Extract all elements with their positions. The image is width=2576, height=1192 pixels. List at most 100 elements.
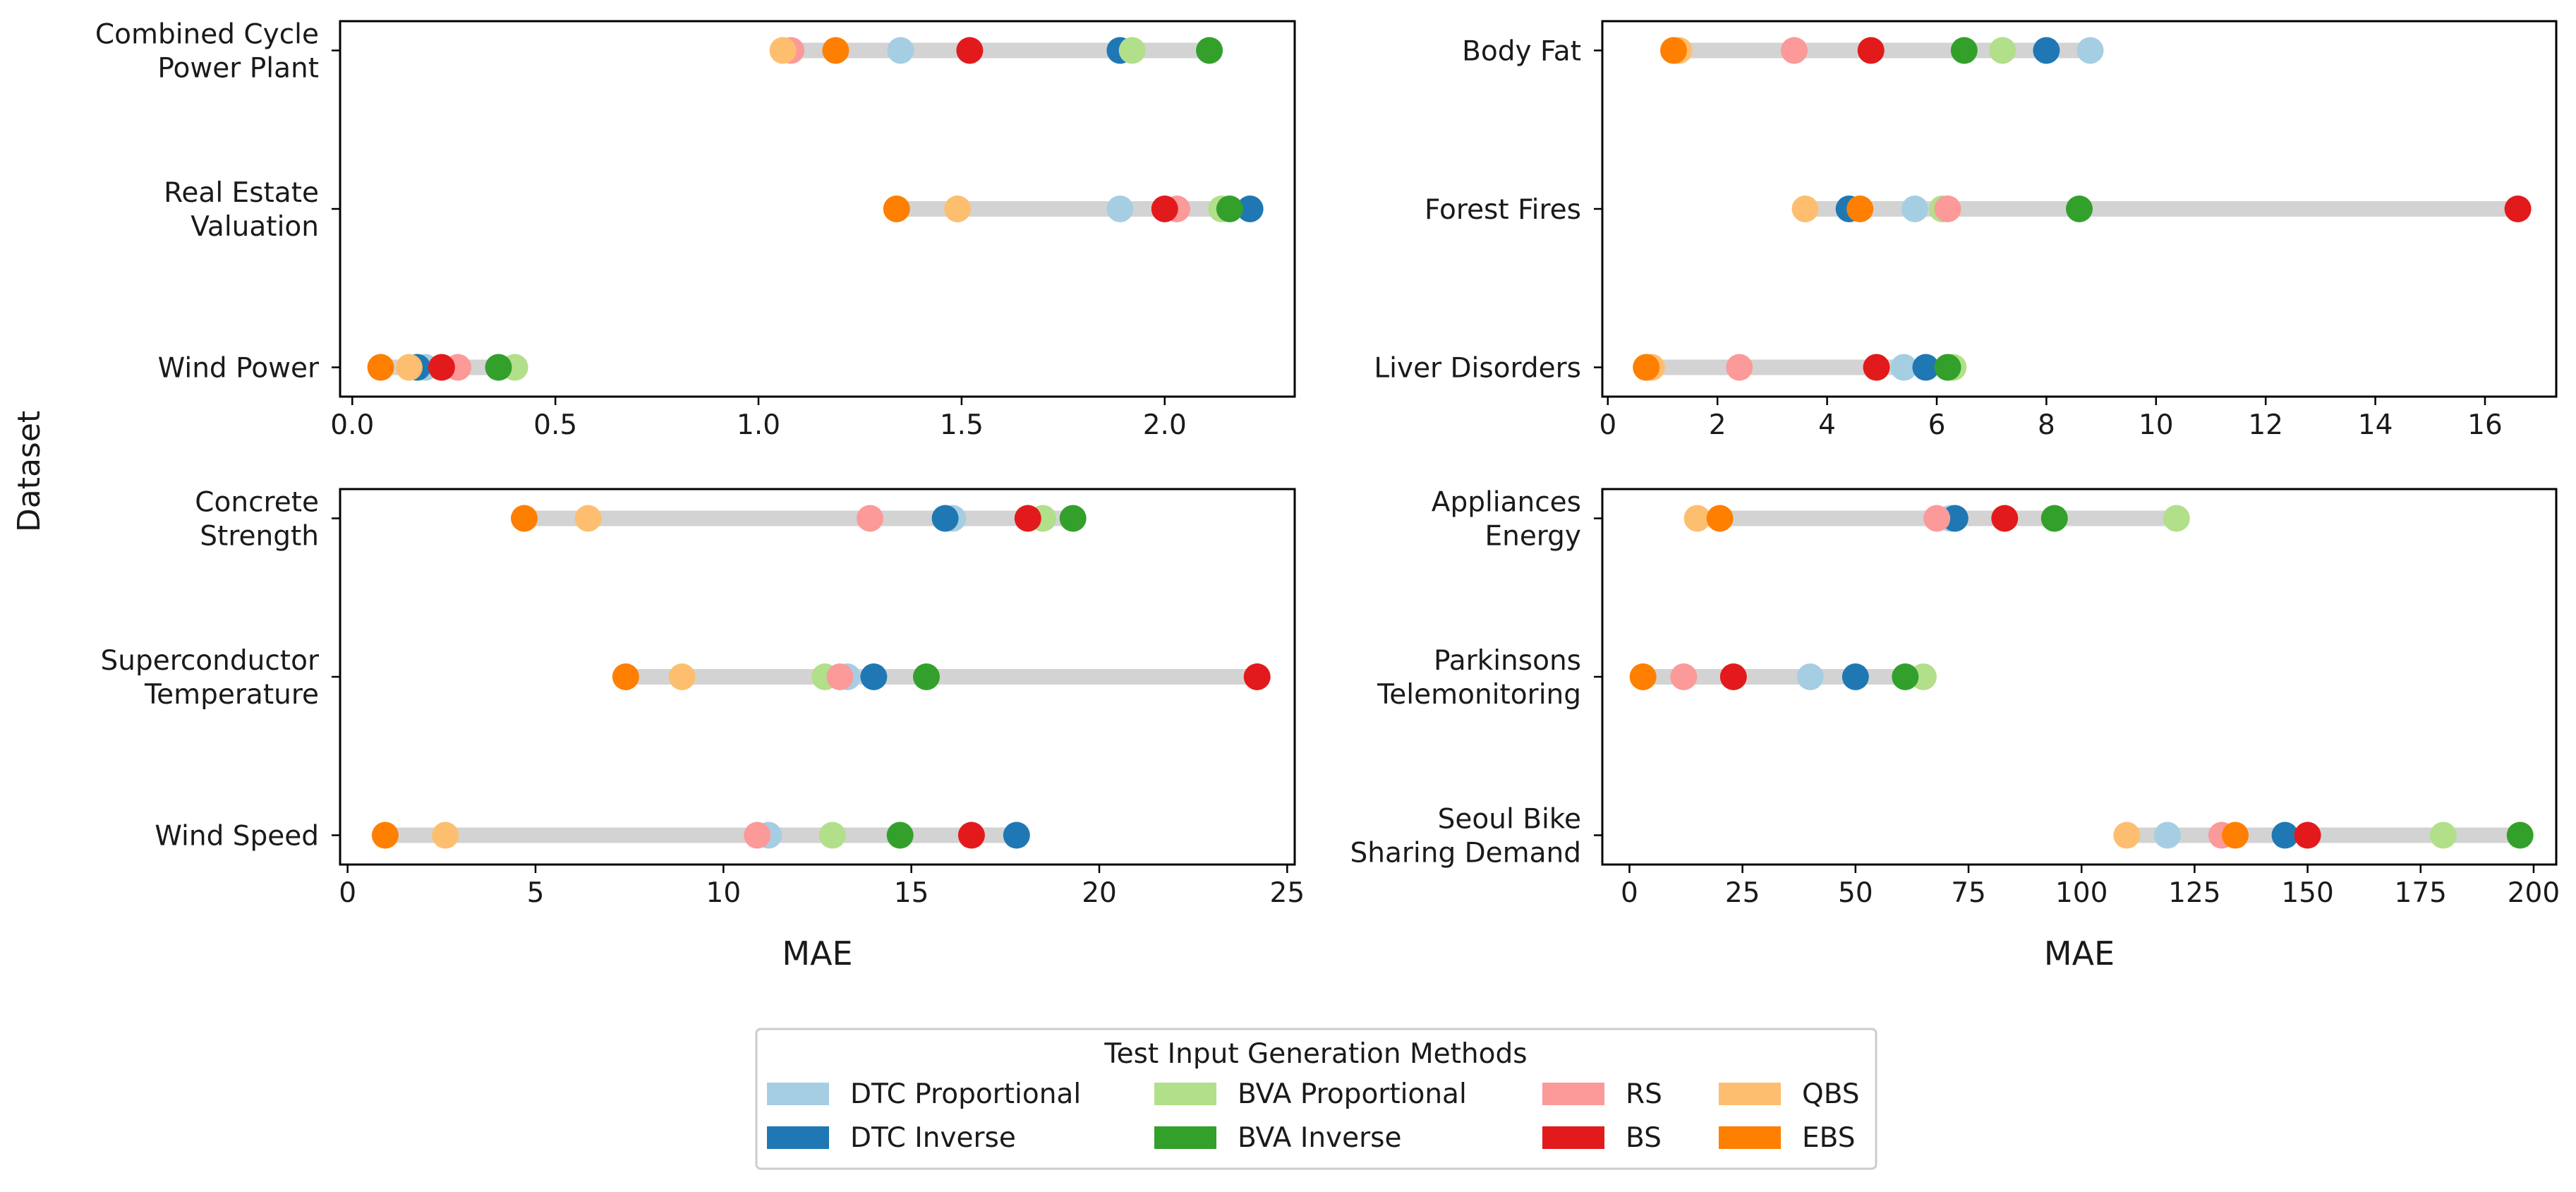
- point-bva_inv: [1059, 505, 1087, 532]
- legend-label: BVA Proportional: [1238, 1078, 1467, 1110]
- point-ebs: [2222, 821, 2249, 849]
- x-tick-label: 20: [1082, 877, 1117, 909]
- x-tick-label: 10: [706, 877, 742, 909]
- y-tick-label: Valuation: [191, 211, 319, 243]
- x-tick-label: 25: [1270, 877, 1305, 909]
- y-tick-label: Sharing Demand: [1350, 838, 1581, 869]
- x-tick-label: 50: [1838, 877, 1873, 909]
- x-tick-label: 125: [2168, 877, 2220, 909]
- point-rs: [857, 505, 884, 532]
- point-bs: [1991, 505, 2019, 532]
- point-bva_inv: [1892, 663, 1919, 690]
- point-qbs: [668, 663, 696, 690]
- point-ebs: [371, 821, 399, 849]
- point-dtc_inv: [1912, 354, 1940, 381]
- legend: Test Input Generation Methods DTC Propor…: [755, 1028, 1877, 1170]
- legend-label: EBS: [1802, 1122, 1855, 1154]
- legend-entries: DTC Proportional DTC Inverse BVA Proportio…: [767, 1078, 1860, 1154]
- point-rs: [1780, 37, 1808, 64]
- point-bs: [1857, 37, 1885, 64]
- x-tick-label: 10: [2139, 409, 2174, 441]
- point-dtc_inv: [1842, 663, 1869, 690]
- x-tick-label: 100: [2055, 877, 2108, 909]
- x-axis-title: MAE: [782, 934, 852, 973]
- legend-swatch: [1154, 1083, 1216, 1105]
- point-ebs: [367, 354, 394, 381]
- point-bva_inv: [886, 821, 914, 849]
- x-tick-label: 5: [527, 877, 545, 909]
- point-bva_inv: [2506, 821, 2534, 849]
- x-tick-label: 175: [2395, 877, 2447, 909]
- point-qbs: [1791, 195, 1819, 222]
- legend-swatch: [1719, 1083, 1781, 1105]
- legend-swatch: [1542, 1126, 1604, 1149]
- legend-item-bs: BS: [1542, 1122, 1662, 1154]
- x-tick-label: 0: [339, 877, 356, 909]
- x-tick-label: 1.0: [737, 409, 780, 441]
- y-tick-label: Wind Speed: [155, 821, 319, 853]
- x-tick-label: 1.5: [940, 409, 984, 441]
- x-tick-label: 6: [1928, 409, 1946, 441]
- point-ebs: [612, 663, 639, 690]
- legend-label: DTC Inverse: [850, 1122, 1016, 1154]
- y-tick-label: Appliances: [1432, 486, 1581, 518]
- point-ebs: [511, 505, 538, 532]
- point-bva_inv: [912, 663, 940, 690]
- y-tick-label: Telemonitoring: [1377, 679, 1581, 711]
- point-rs: [1923, 505, 1951, 532]
- x-tick-label: 150: [2281, 877, 2333, 909]
- legend-item-ebs: EBS: [1719, 1122, 1855, 1154]
- point-qbs: [1683, 505, 1711, 532]
- point-bva_inv: [1950, 37, 1978, 64]
- y-tick-label: Temperature: [144, 679, 319, 711]
- row-forest-fires: Forest Fires: [1425, 194, 2532, 226]
- x-tick-label: 12: [2248, 409, 2283, 441]
- point-dtc_inv: [2271, 821, 2299, 849]
- legend-swatch: [1719, 1126, 1781, 1149]
- point-bs: [2294, 821, 2321, 849]
- point-ebs: [1846, 195, 1874, 222]
- point-bs: [1719, 663, 1747, 690]
- point-bs: [1243, 663, 1271, 690]
- row-wind-power: Wind Power: [158, 353, 528, 385]
- y-tick-label: Forest Fires: [1425, 194, 1581, 226]
- point-bs: [957, 821, 985, 849]
- panel-top-right: 0 2 4 6 8 10 12 14 16 Body Fat Forest Fires Liver D…: [1374, 20, 2558, 441]
- point-bs: [956, 37, 984, 64]
- point-bs: [1863, 354, 1890, 381]
- y-tick-label: Strength: [200, 520, 319, 552]
- point-bva_prop: [818, 821, 846, 849]
- x-tick-label: 25: [1725, 877, 1760, 909]
- x-axis-title: MAE: [2044, 934, 2115, 973]
- legend-item-dtc_inv: DTC Inverse: [767, 1122, 1016, 1154]
- point-bva_prop: [1989, 37, 2016, 64]
- y-tick-label: Power Plant: [157, 52, 319, 84]
- point-qbs: [432, 821, 459, 849]
- point-bva_inv: [2040, 505, 2068, 532]
- x-tick-label: 2.0: [1143, 409, 1187, 441]
- point-ebs: [1706, 505, 1734, 532]
- y-tick-label: Seoul Bike: [1438, 804, 1581, 836]
- point-ebs: [1629, 663, 1657, 690]
- point-ebs: [822, 37, 849, 64]
- point-bva_prop: [1118, 37, 1146, 64]
- point-dtc_inv: [1003, 821, 1030, 849]
- legend-label: BVA Inverse: [1238, 1122, 1401, 1154]
- point-rs: [1934, 195, 1961, 222]
- x-tick-label: 200: [2508, 877, 2560, 909]
- point-dtc_prop: [2076, 37, 2104, 64]
- x-tick-label: 75: [1951, 877, 1986, 909]
- point-bva_inv: [1216, 195, 1243, 222]
- y-tick-label: Combined Cycle: [95, 18, 319, 50]
- panel-bottom-right: 0 25 50 75 100 125 150 175 200 MAE AppliancesEnerg…: [1350, 486, 2560, 973]
- point-dtc_inv: [860, 663, 888, 690]
- point-bva_inv: [485, 354, 512, 381]
- x-tick-label: 0: [1599, 409, 1616, 441]
- row-body-fat: Body Fat: [1462, 35, 2104, 67]
- legend-item-dtc_prop: DTC Proportional: [767, 1078, 1081, 1110]
